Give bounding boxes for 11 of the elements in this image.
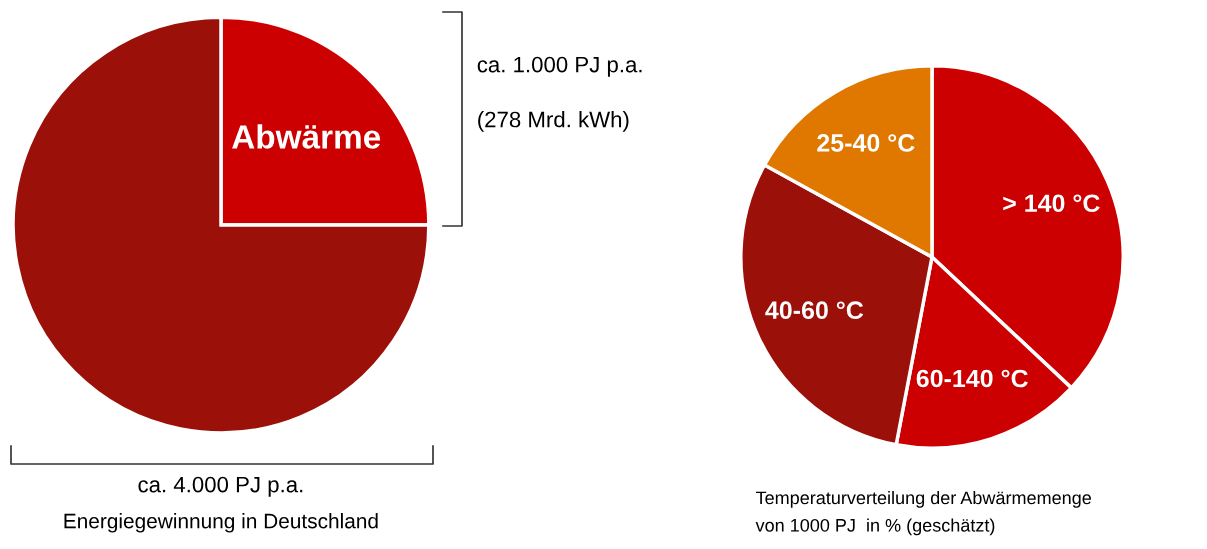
- slice-label: 25-40 °C: [817, 134, 915, 152]
- text: ca. 1.000 PJ p.a.: [477, 56, 642, 77]
- slice-label: > 140 °C: [1003, 194, 1100, 213]
- text: Energiegewinnung in Deutschland: [64, 513, 378, 533]
- slice-label: Abwärme: [232, 124, 381, 149]
- slice-label: 40-60 °C: [765, 301, 864, 320]
- text: ca. 4.000 PJ p.a.: [138, 476, 303, 497]
- text: von 1000 PJ in % (geschätzt): [755, 518, 995, 536]
- text: (278 Mrd. kWh): [478, 111, 629, 132]
- text: Temperaturverteilung der Abwärmemenge: [755, 490, 1091, 508]
- slice-label: 60-140 °C: [916, 369, 1028, 388]
